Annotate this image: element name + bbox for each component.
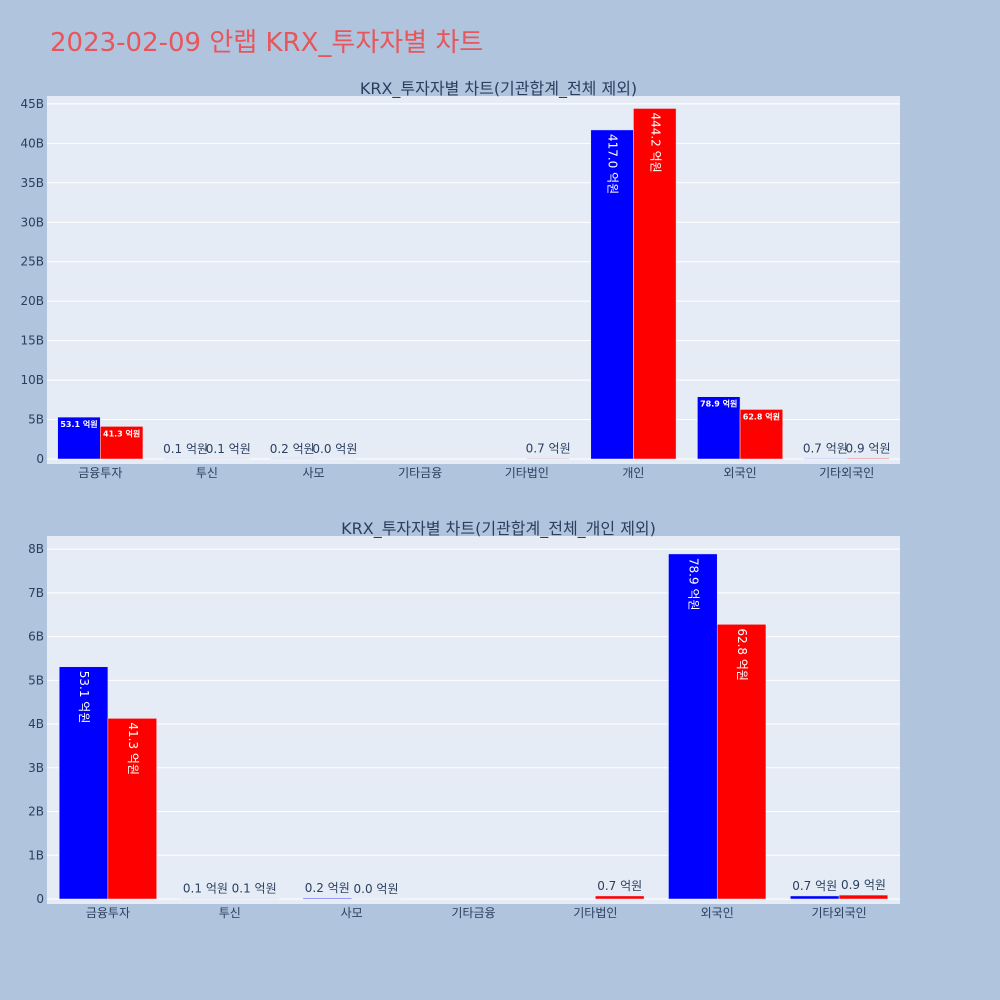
y-tick-label: 3B [28,761,44,775]
data-label: 0.7 억원 [526,441,571,455]
data-label: 41.3 억원 [103,428,140,438]
data-label: 53.1 억원 [77,671,91,724]
bar [633,108,677,460]
x-tick-label: 외국인 [701,906,734,920]
data-label: 0.1 억원 [163,442,208,456]
data-label: 0.9 억원 [846,441,891,455]
x-tick-label: 금융투자 [86,906,130,920]
data-label: 78.9 억원 [700,399,737,409]
y-tick-label: 45B [20,97,44,111]
bar [803,458,847,460]
data-label: 0.0 억원 [354,882,399,896]
data-label: 41.3 억원 [126,722,140,775]
y-tick-label: 0 [36,452,44,466]
x-tick-label: 사모 [341,906,363,920]
y-tick-label: 20B [20,294,44,308]
plot-area [47,536,900,904]
y-tick-label: 6B [28,630,44,644]
bar [739,409,783,460]
data-label: 0.7 억원 [803,441,848,455]
data-label: 53.1 억원 [60,419,97,429]
x-tick-label: 기타금융 [451,906,495,920]
chart-title: KRX_투자자별 차트(기관합계_전체_개인 제외) [341,519,656,539]
x-tick-label: 투신 [219,906,241,920]
y-tick-label: 10B [20,373,44,387]
y-tick-label: 1B [28,848,44,862]
bar [57,416,101,460]
data-label: 0.0 억원 [312,442,357,456]
bar [590,129,634,460]
y-tick-label: 40B [20,136,44,150]
bar [697,396,741,460]
chart-all-investors: 0 5B 10B 15B 20B 25B 30B 35B 40B 45B 금융투자 53.1 억원 41… [20,79,900,480]
data-label: 0.1 억원 [206,442,251,456]
x-tick-label: 투신 [196,466,218,480]
y-tick-label: 15B [20,334,44,348]
y-tick-label: 7B [28,586,44,600]
data-label: 0.1 억원 [183,882,228,896]
y-tick-label: 30B [20,215,44,229]
bar [838,894,889,900]
x-tick-label: 기타법인 [573,906,617,920]
bar [100,426,144,460]
chart-title: KRX_투자자별 차트(기관합계_전체 제외) [360,79,637,99]
bar [846,458,890,460]
x-tick-label: 기타외국인 [811,906,866,920]
x-tick-label: 사모 [303,466,325,480]
bar [716,624,767,900]
y-tick-label: 5B [28,673,44,687]
bar [58,666,109,900]
bar [302,897,352,900]
x-tick-label: 기타외국인 [819,466,874,480]
data-label: 62.8 억원 [735,628,749,681]
data-label: 0.9 억원 [841,878,886,892]
y-tick-label: 4B [28,717,44,731]
y-tick-label: 5B [28,413,44,427]
bar [107,718,157,900]
y-tick-label: 25B [20,255,44,269]
page-title: 2023-02-09 안랩 KRX_투자자별 차트 [50,28,484,58]
data-label: 62.8 억원 [743,411,780,421]
x-tick-label: 개인 [622,466,644,480]
y-tick-label: 35B [20,176,44,190]
x-tick-label: 기타금융 [398,466,442,480]
bar [526,458,570,460]
y-tick-label: 2B [28,805,44,819]
x-tick-label: 외국인 [724,466,757,480]
data-label: 0.7 억원 [792,879,837,893]
y-tick-label: 8B [28,542,44,556]
y-tick-label: 0 [36,892,44,906]
data-label: 0.1 억원 [232,882,277,896]
plot-area [47,96,900,464]
x-tick-label: 금융투자 [78,466,122,480]
data-label: 417.0 억원 [606,134,620,194]
bar [595,895,645,900]
data-label: 0.2 억원 [270,442,315,456]
x-tick-label: 기타법인 [505,466,549,480]
bar [790,895,840,900]
data-label: 78.9 억원 [686,558,700,611]
data-label: 444.2 억원 [648,112,662,172]
data-label: 0.2 억원 [305,881,350,895]
data-label: 0.7 억원 [597,879,642,893]
